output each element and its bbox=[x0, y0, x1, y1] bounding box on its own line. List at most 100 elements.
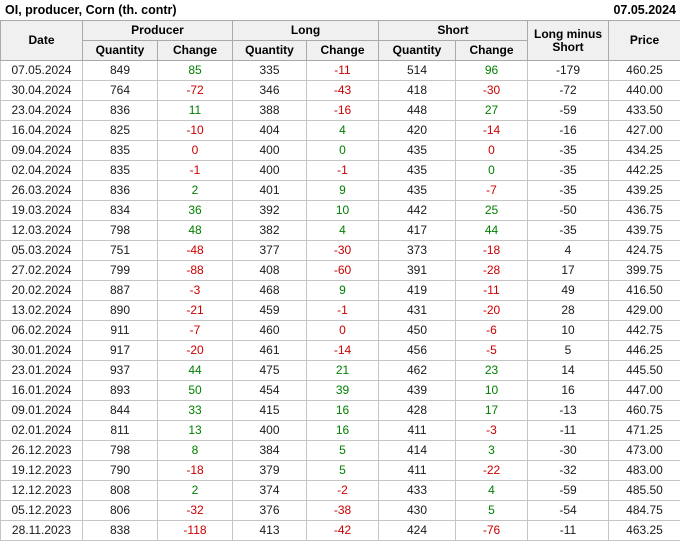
long-change-cell: -11 bbox=[305, 60, 380, 81]
price-cell: 445.50 bbox=[608, 360, 680, 381]
long-minus-short-cell: -11 bbox=[527, 420, 610, 441]
date-cell: 06.02.2024 bbox=[0, 320, 83, 341]
date-cell: 26.12.2023 bbox=[0, 440, 83, 461]
price-cell: 483.00 bbox=[608, 460, 680, 481]
short-change-cell: 96 bbox=[455, 60, 529, 81]
date-cell: 02.01.2024 bbox=[0, 420, 83, 441]
long-quantity-cell: 475 bbox=[232, 360, 307, 381]
short-quantity-cell: 430 bbox=[378, 500, 457, 521]
table-row: 23.04.2024 836 11 388 -16 448 27 -59 433.50 bbox=[0, 100, 680, 121]
long-minus-short-cell: 4 bbox=[527, 240, 610, 261]
producer-quantity-cell: 790 bbox=[82, 460, 158, 481]
table-row: 26.12.2023 798 8 384 5 414 3 -30 473.00 bbox=[0, 440, 680, 461]
producer-change-cell: 8 bbox=[157, 440, 233, 461]
price-cell: 471.25 bbox=[608, 420, 680, 441]
producer-change-cell: -32 bbox=[157, 500, 233, 521]
producer-change-cell: -18 bbox=[157, 460, 233, 481]
short-quantity-cell: 435 bbox=[378, 180, 457, 201]
short-change-cell: -6 bbox=[455, 320, 529, 341]
producer-quantity-cell: 835 bbox=[82, 140, 158, 161]
long-change-cell: -16 bbox=[305, 100, 380, 121]
col-header-producer-change: Change bbox=[157, 40, 233, 61]
report-date: 07.05.2024 bbox=[613, 3, 676, 17]
short-quantity-cell: 435 bbox=[378, 160, 457, 181]
price-cell: 442.75 bbox=[608, 320, 680, 341]
producer-change-cell: -72 bbox=[157, 80, 233, 101]
long-quantity-cell: 454 bbox=[232, 380, 307, 401]
price-cell: 429.00 bbox=[608, 300, 680, 321]
producer-change-cell: -1 bbox=[157, 160, 233, 181]
long-minus-short-cell: 5 bbox=[527, 340, 610, 361]
long-change-cell: 4 bbox=[305, 120, 380, 141]
table-row: 06.02.2024 911 -7 460 0 450 -6 10 442.75 bbox=[0, 320, 680, 341]
col-header-short-quantity: Quantity bbox=[378, 40, 457, 61]
long-change-cell: 9 bbox=[305, 180, 380, 201]
long-quantity-cell: 461 bbox=[232, 340, 307, 361]
long-minus-short-cell: -59 bbox=[527, 100, 610, 121]
short-change-cell: 10 bbox=[455, 380, 529, 401]
long-change-cell: 5 bbox=[305, 460, 380, 481]
short-quantity-cell: 420 bbox=[378, 120, 457, 141]
col-header-date: Date bbox=[0, 20, 83, 61]
date-cell: 12.12.2023 bbox=[0, 480, 83, 501]
short-change-cell: 44 bbox=[455, 220, 529, 241]
producer-change-cell: 13 bbox=[157, 420, 233, 441]
short-quantity-cell: 448 bbox=[378, 100, 457, 121]
long-quantity-cell: 404 bbox=[232, 120, 307, 141]
price-cell: 439.25 bbox=[608, 180, 680, 201]
producer-change-cell: 36 bbox=[157, 200, 233, 221]
date-cell: 20.02.2024 bbox=[0, 280, 83, 301]
long-minus-short-cell: -35 bbox=[527, 160, 610, 181]
date-cell: 27.02.2024 bbox=[0, 260, 83, 281]
long-quantity-cell: 335 bbox=[232, 60, 307, 81]
table-row: 05.12.2023 806 -32 376 -38 430 5 -54 484.75 bbox=[0, 500, 680, 521]
long-minus-short-cell: 28 bbox=[527, 300, 610, 321]
long-quantity-cell: 379 bbox=[232, 460, 307, 481]
long-minus-short-cell: -72 bbox=[527, 80, 610, 101]
long-change-cell: 0 bbox=[305, 140, 380, 161]
table-row: 30.04.2024 764 -72 346 -43 418 -30 -72 440.00 bbox=[0, 80, 680, 101]
date-cell: 09.04.2024 bbox=[0, 140, 83, 161]
long-change-cell: -2 bbox=[305, 480, 380, 501]
date-cell: 09.01.2024 bbox=[0, 400, 83, 421]
producer-quantity-cell: 911 bbox=[82, 320, 158, 341]
price-cell: 442.25 bbox=[608, 160, 680, 181]
producer-change-cell: 11 bbox=[157, 100, 233, 121]
table-row: 20.02.2024 887 -3 468 9 419 -11 49 416.50 bbox=[0, 280, 680, 301]
short-change-cell: -18 bbox=[455, 240, 529, 261]
short-quantity-cell: 373 bbox=[378, 240, 457, 261]
price-cell: 460.75 bbox=[608, 400, 680, 421]
short-change-cell: -76 bbox=[455, 520, 529, 541]
producer-quantity-cell: 917 bbox=[82, 340, 158, 361]
producer-quantity-cell: 890 bbox=[82, 300, 158, 321]
short-quantity-cell: 433 bbox=[378, 480, 457, 501]
short-quantity-cell: 462 bbox=[378, 360, 457, 381]
short-change-cell: 23 bbox=[455, 360, 529, 381]
producer-change-cell: -3 bbox=[157, 280, 233, 301]
long-change-cell: 16 bbox=[305, 420, 380, 441]
producer-quantity-cell: 751 bbox=[82, 240, 158, 261]
price-cell: 460.25 bbox=[608, 60, 680, 81]
long-change-cell: 10 bbox=[305, 200, 380, 221]
long-minus-short-cell: -16 bbox=[527, 120, 610, 141]
date-cell: 07.05.2024 bbox=[0, 60, 83, 81]
long-change-cell: 9 bbox=[305, 280, 380, 301]
table-row: 02.01.2024 811 13 400 16 411 -3 -11 471.25 bbox=[0, 420, 680, 441]
date-cell: 19.03.2024 bbox=[0, 200, 83, 221]
col-header-short-change: Change bbox=[455, 40, 529, 61]
table-row: 13.02.2024 890 -21 459 -1 431 -20 28 429.00 bbox=[0, 300, 680, 321]
table-row: 23.01.2024 937 44 475 21 462 23 14 445.50 bbox=[0, 360, 680, 381]
producer-change-cell: -118 bbox=[157, 520, 233, 541]
long-quantity-cell: 376 bbox=[232, 500, 307, 521]
table-row: 05.03.2024 751 -48 377 -30 373 -18 4 424.75 bbox=[0, 240, 680, 261]
short-change-cell: 0 bbox=[455, 140, 529, 161]
price-cell: 439.75 bbox=[608, 220, 680, 241]
date-cell: 26.03.2024 bbox=[0, 180, 83, 201]
long-change-cell: 21 bbox=[305, 360, 380, 381]
short-quantity-cell: 417 bbox=[378, 220, 457, 241]
producer-quantity-cell: 849 bbox=[82, 60, 158, 81]
table-header: Date Producer Long Short Long minus Shor… bbox=[0, 20, 680, 61]
table-row: 30.01.2024 917 -20 461 -14 456 -5 5 446.25 bbox=[0, 340, 680, 361]
long-quantity-cell: 413 bbox=[232, 520, 307, 541]
producer-quantity-cell: 811 bbox=[82, 420, 158, 441]
